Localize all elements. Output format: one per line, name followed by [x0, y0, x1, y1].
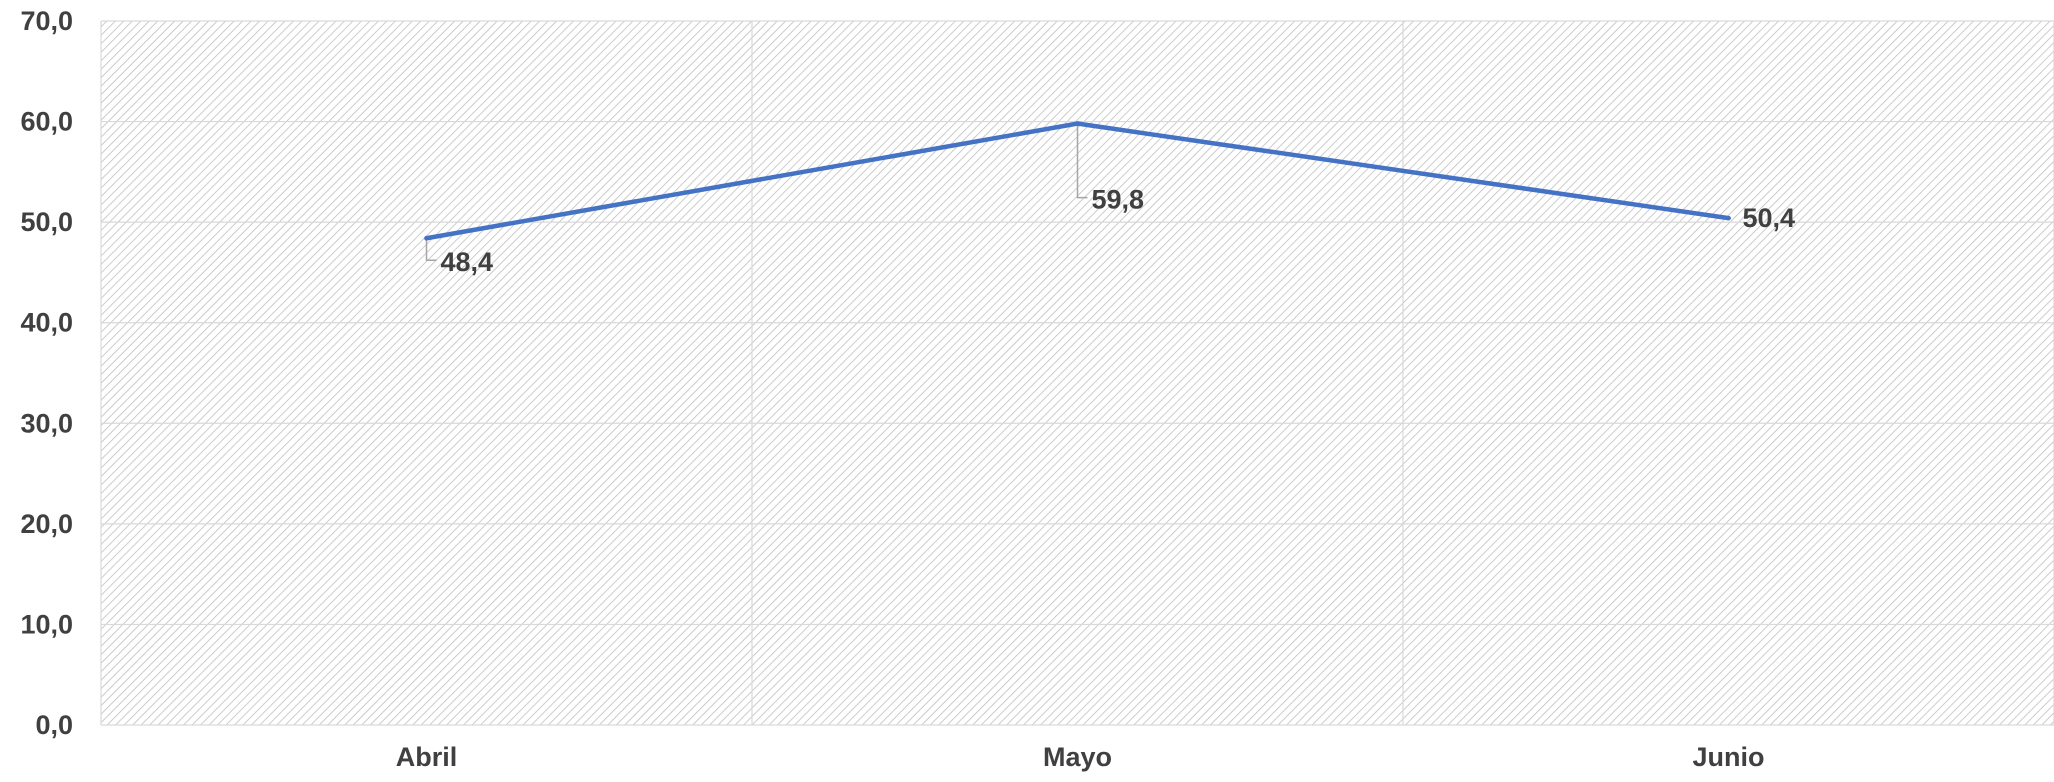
- y-tick-label-6: 60,0: [20, 107, 73, 137]
- x-axis-category-labels: Abril Mayo Junio: [396, 742, 1765, 772]
- x-category-label-1: Mayo: [1043, 742, 1112, 772]
- y-tick-label-3: 30,0: [20, 408, 73, 438]
- y-tick-label-4: 40,0: [20, 308, 73, 338]
- data-label-leader-lines: [425, 123, 1088, 261]
- data-point-2: [1726, 215, 1731, 221]
- gridlines: [100, 20, 2054, 726]
- data-point-1: [1075, 121, 1080, 126]
- x-category-label-0: Abril: [396, 742, 458, 772]
- y-tick-label-7: 70,0: [20, 6, 73, 36]
- series-lines: [424, 121, 1731, 241]
- data-label-2: 50,4: [1743, 203, 1796, 233]
- x-category-label-2: Junio: [1693, 742, 1765, 772]
- y-tick-label-1: 10,0: [20, 609, 73, 639]
- leader-line-1: [1076, 123, 1088, 199]
- y-tick-label-2: 20,0: [20, 509, 73, 539]
- data-label-0: 48,4: [441, 247, 494, 277]
- y-axis-tick-labels: 0,0 10,0 20,0 30,0 40,0 50,0 60,0 70,0: [20, 6, 73, 740]
- data-point-0: [424, 235, 429, 241]
- data-label-1: 59,8: [1092, 185, 1145, 215]
- leader-line-0: [425, 238, 437, 261]
- y-tick-label-0: 0,0: [35, 710, 73, 740]
- data-labels: 48,4 59,8 50,4: [441, 185, 1796, 278]
- y-tick-label-5: 50,0: [20, 207, 73, 237]
